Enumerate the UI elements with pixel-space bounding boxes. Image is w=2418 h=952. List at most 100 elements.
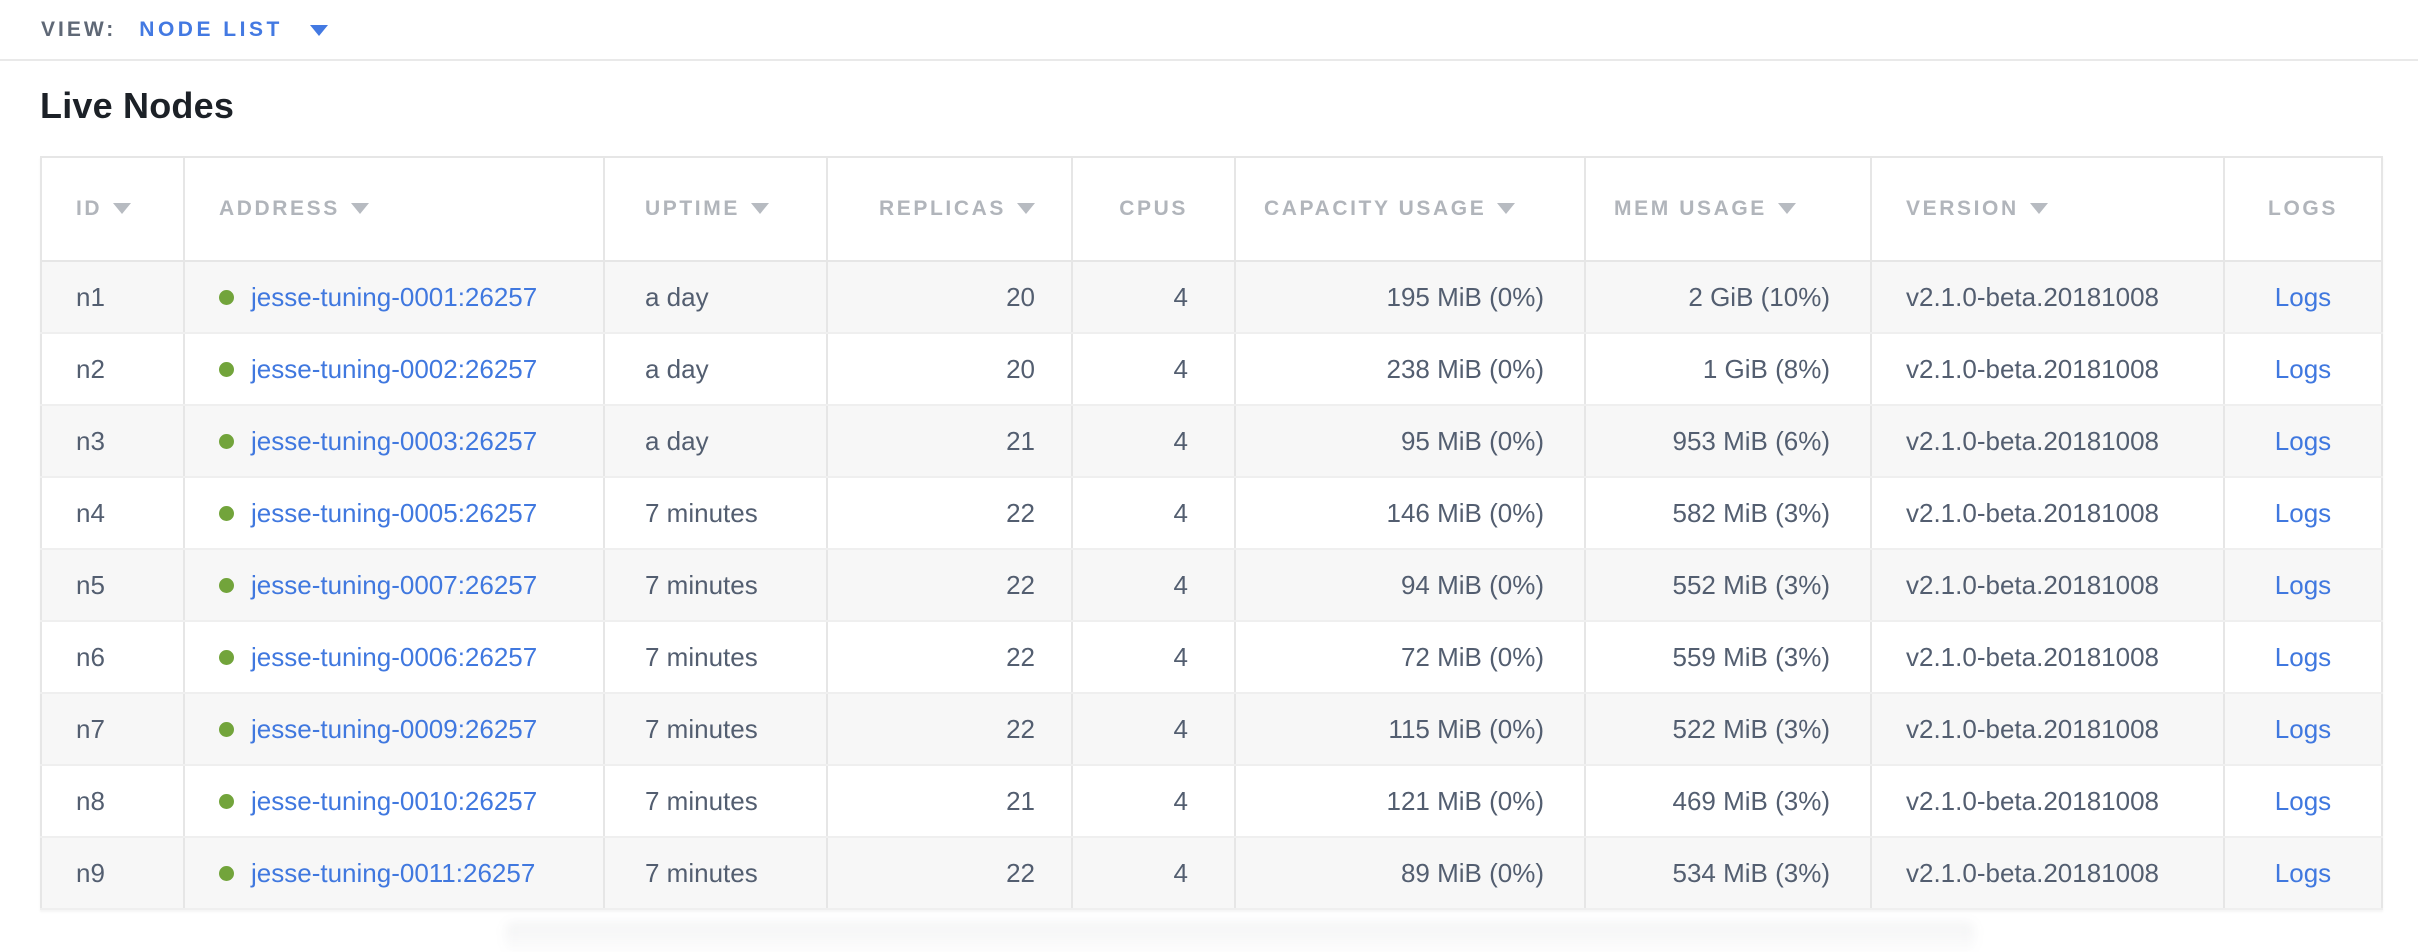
sort-desc-icon <box>2029 203 2048 214</box>
cell-address: jesse-tuning-0005:26257 <box>183 476 605 550</box>
cell-value: 21 <box>1006 425 1035 456</box>
cell-value: 20 <box>1006 353 1035 384</box>
node-address-link[interactable]: jesse-tuning-0011:26257 <box>251 857 536 888</box>
node-live-status-icon <box>219 793 234 809</box>
node-address-link[interactable]: jesse-tuning-0005:26257 <box>251 497 538 528</box>
column-header-uptime[interactable]: UPTIME <box>603 156 828 262</box>
cell-version: v2.1.0-beta.20181008 <box>1870 620 2225 694</box>
cell-uptime: a day <box>603 260 828 334</box>
cell-value: v2.1.0-beta.20181008 <box>1906 569 2159 600</box>
cell-value: 94 MiB (0%) <box>1400 569 1544 600</box>
cell-value: n6 <box>76 641 105 672</box>
cell-value: 534 MiB (3%) <box>1672 857 1831 888</box>
column-header-version[interactable]: VERSION <box>1870 156 2225 262</box>
column-header-mem[interactable]: MEM USAGE <box>1584 156 1872 262</box>
cell-cpus: 4 <box>1071 332 1236 406</box>
column-header-label: MEM USAGE <box>1614 197 1767 220</box>
cell-value: n8 <box>76 785 105 816</box>
cell-replicas: 20 <box>826 260 1073 334</box>
sort-desc-icon <box>1777 203 1796 214</box>
cell-capacity: 146 MiB (0%) <box>1234 476 1586 550</box>
cell-id: n4 <box>40 476 185 550</box>
node-address-link[interactable]: jesse-tuning-0009:26257 <box>251 713 538 744</box>
cell-value: 7 minutes <box>645 785 758 816</box>
node-logs-link[interactable]: Logs <box>2274 857 2332 888</box>
cell-id: n9 <box>40 836 185 910</box>
cell-value: 522 MiB (3%) <box>1672 713 1831 744</box>
cell-replicas: 22 <box>826 620 1073 694</box>
node-logs-link[interactable]: Logs <box>2274 281 2332 312</box>
cell-value: 953 MiB (6%) <box>1672 425 1831 456</box>
cell-logs: Logs <box>2223 476 2383 550</box>
cell-cpus: 4 <box>1071 620 1236 694</box>
cell-logs: Logs <box>2223 260 2383 334</box>
column-header-id[interactable]: ID <box>40 156 185 262</box>
column-header-cpus: CPUS <box>1071 156 1236 262</box>
view-label: VIEW: <box>41 17 117 41</box>
node-address-link[interactable]: jesse-tuning-0010:26257 <box>251 785 538 816</box>
node-logs-link[interactable]: Logs <box>2274 425 2332 456</box>
cell-address: jesse-tuning-0002:26257 <box>183 332 605 406</box>
cell-cpus: 4 <box>1071 260 1236 334</box>
cell-mem: 559 MiB (3%) <box>1584 620 1872 694</box>
cell-value: 4 <box>1173 857 1188 888</box>
cell-mem: 552 MiB (3%) <box>1584 548 1872 622</box>
node-logs-link[interactable]: Logs <box>2274 569 2332 600</box>
cell-version: v2.1.0-beta.20181008 <box>1870 836 2225 910</box>
cell-value: 4 <box>1173 569 1188 600</box>
view-selector-dropdown[interactable]: NODE LIST <box>139 18 328 42</box>
cell-mem: 534 MiB (3%) <box>1584 836 1872 910</box>
cell-value: n7 <box>76 713 105 744</box>
cell-replicas: 21 <box>826 404 1073 478</box>
table-header-row: ID ADDRESS UPTIME REPLICAS CPUS CAPACITY USAG… <box>40 156 2383 262</box>
cell-cpus: 4 <box>1071 836 1236 910</box>
cell-logs: Logs <box>2223 836 2383 910</box>
cell-value: 22 <box>1006 713 1035 744</box>
live-nodes-section: Live Nodes ID ADDRESS UPTIME REPLICAS CPUS CA… <box>0 85 2418 910</box>
node-logs-link[interactable]: Logs <box>2274 497 2332 528</box>
column-header-label: LOGS <box>2268 197 2338 220</box>
cell-value: 2 GiB (10%) <box>1688 281 1830 312</box>
cell-value: n3 <box>76 425 105 456</box>
sort-desc-icon <box>113 203 132 214</box>
cell-replicas: 22 <box>826 548 1073 622</box>
column-header-capacity[interactable]: CAPACITY USAGE <box>1234 156 1586 262</box>
node-address-link[interactable]: jesse-tuning-0006:26257 <box>251 641 538 672</box>
cell-value: 7 minutes <box>645 569 758 600</box>
cell-id: n2 <box>40 332 185 406</box>
cell-id: n6 <box>40 620 185 694</box>
view-bar: VIEW: NODE LIST <box>0 0 2418 61</box>
node-logs-link[interactable]: Logs <box>2274 785 2332 816</box>
node-address-link[interactable]: jesse-tuning-0007:26257 <box>251 569 538 600</box>
cell-logs: Logs <box>2223 692 2383 766</box>
column-header-label: UPTIME <box>645 197 740 220</box>
cell-capacity: 72 MiB (0%) <box>1234 620 1586 694</box>
cell-value: 4 <box>1173 785 1188 816</box>
column-header-label: CAPACITY USAGE <box>1264 197 1487 220</box>
node-logs-link[interactable]: Logs <box>2274 353 2332 384</box>
cell-capacity: 89 MiB (0%) <box>1234 836 1586 910</box>
cell-version: v2.1.0-beta.20181008 <box>1870 764 2225 838</box>
column-header-replicas[interactable]: REPLICAS <box>826 156 1073 262</box>
cell-id: n3 <box>40 404 185 478</box>
node-address-link[interactable]: jesse-tuning-0002:26257 <box>251 353 538 384</box>
node-address-link[interactable]: jesse-tuning-0003:26257 <box>251 425 538 456</box>
column-header-address[interactable]: ADDRESS <box>183 156 605 262</box>
cell-value: 72 MiB (0%) <box>1400 641 1544 672</box>
cell-value: v2.1.0-beta.20181008 <box>1906 857 2159 888</box>
table-row: n6 jesse-tuning-0006:26257 7 minutes 22 4 72 … <box>40 620 2383 694</box>
node-logs-link[interactable]: Logs <box>2274 713 2332 744</box>
cell-value: 195 MiB (0%) <box>1386 281 1545 312</box>
cell-value: n4 <box>76 497 105 528</box>
cell-address: jesse-tuning-0010:26257 <box>183 764 605 838</box>
cell-value: v2.1.0-beta.20181008 <box>1906 281 2159 312</box>
node-address-link[interactable]: jesse-tuning-0001:26257 <box>251 281 538 312</box>
cell-value: a day <box>645 281 709 312</box>
node-live-status-icon <box>219 577 234 593</box>
cell-mem: 469 MiB (3%) <box>1584 764 1872 838</box>
cell-id: n8 <box>40 764 185 838</box>
sort-desc-icon <box>750 203 769 214</box>
cell-cpus: 4 <box>1071 404 1236 478</box>
cell-value: 552 MiB (3%) <box>1672 569 1831 600</box>
node-logs-link[interactable]: Logs <box>2274 641 2332 672</box>
